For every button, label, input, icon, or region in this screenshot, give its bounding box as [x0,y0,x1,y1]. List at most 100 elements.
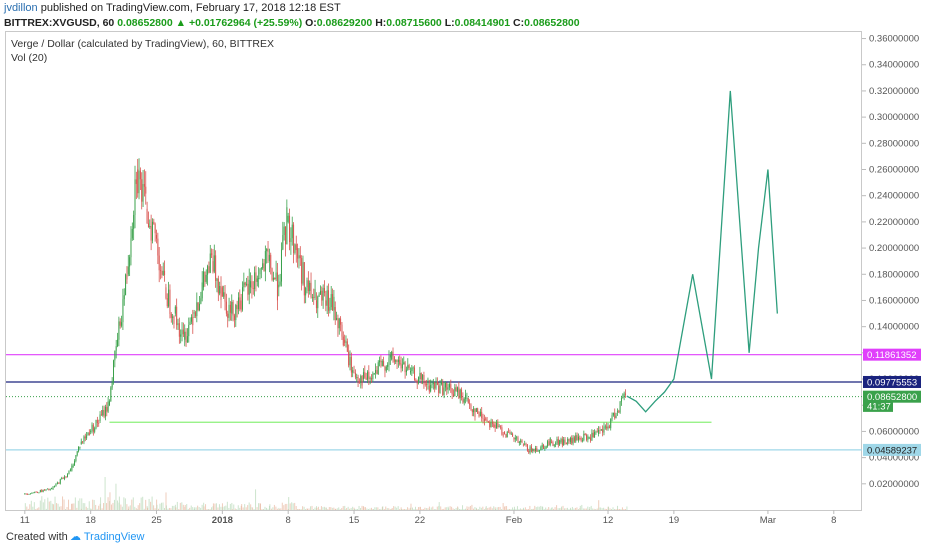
candle-body [360,376,362,383]
volume-bar [297,509,299,510]
volume-bar [543,509,545,510]
volume-bar [624,509,626,510]
volume-bar [124,498,126,510]
volume-bar [419,506,421,510]
volume-bar [493,506,495,510]
candle-body [491,422,493,424]
y-tick-label: 0.22000000 [869,217,919,228]
volume-bar [71,503,73,510]
volume-bar [310,506,312,510]
candle-body [388,357,390,365]
candle-body [194,312,196,317]
candle-body [520,440,522,443]
candle-body [450,384,452,389]
volume-bar [424,507,426,510]
candle-body [529,446,531,453]
candle-body [622,397,624,399]
candle-body [521,440,523,443]
volume-bar [428,506,430,510]
candle-body [231,301,233,314]
candle-body [538,450,540,452]
candle-body [509,431,511,434]
volume-bar [393,506,395,510]
candle-body [170,313,172,318]
candle-body [616,411,618,413]
candle-body [459,389,461,399]
volume-bar [488,507,490,510]
candle-body [280,249,282,282]
candle-body [243,282,245,288]
candle-body [371,378,373,380]
volume-bar [479,506,481,510]
candle-body [571,437,573,444]
candle-body [146,208,148,224]
candle-body [246,283,248,285]
volume-bar [559,508,561,510]
volume-bar [228,507,230,510]
candle-body [71,465,73,471]
candle-body [161,270,163,275]
symbol: BITTREX:XVGUSD, 60 [4,17,115,29]
volume-bar [280,508,282,510]
candle-body [576,435,578,441]
volume-bar [98,505,100,510]
volume-bar [615,509,617,510]
candle-body [39,490,41,493]
candle-body [549,438,551,445]
candle-body [428,385,430,392]
y-tick-label: 0.28000000 [869,138,919,149]
volume-bar [206,509,208,510]
volume-bar [620,509,622,510]
price-chart[interactable]: 0.36000000 0.34000000 0.32000000 0.30000000… [0,0,932,526]
volume-bar [542,506,544,510]
volume-bar [527,509,529,510]
volume-bar [524,507,526,510]
volume-bar [168,507,170,510]
volume-bar [385,506,387,510]
volume-bar [425,508,427,510]
volume-bar [134,506,136,510]
candle-body [471,409,473,413]
chart-frame[interactable] [5,31,862,511]
candle-body [302,262,304,284]
candle-body [130,238,132,258]
change-value: +0.01762964 (+25.59%) [188,17,303,29]
candle-body [270,254,272,269]
volume-bar [140,497,142,510]
candle-body [452,394,454,396]
x-tick-label: 22 [415,515,426,526]
candle-body [129,257,131,267]
candle-body [590,437,592,441]
candle-body [532,448,534,452]
candle-body [395,360,397,362]
candle-body [94,428,96,432]
volume-bar [617,505,619,510]
candle-body [504,431,506,435]
volume-bar [571,506,573,510]
candle-body [197,302,199,310]
volume-bar [563,508,565,510]
volume-bar [534,505,536,510]
author-link[interactable]: jvdillon [4,2,38,14]
candle-body [169,289,171,314]
volume-bar [592,508,594,510]
volume-bar [187,508,189,510]
candle-body [199,303,201,310]
candle-body [400,363,402,369]
candle-body [24,493,26,495]
volume-bar [39,500,41,510]
candle-body [587,436,589,440]
tradingview-logo-icon[interactable]: ☁ TradingView [70,531,145,543]
candle-body [522,444,524,446]
candle-body [502,434,504,436]
volume-bar [195,507,197,510]
volume-bar [454,509,456,510]
candle-body [440,381,442,385]
y-tick-label: 0.26000000 [869,165,919,176]
candle-body [79,446,81,448]
volume-bar [363,507,365,510]
y-tick-label: 0.16000000 [869,295,919,306]
candle-body [156,234,158,239]
candle-body [493,423,495,427]
candle-body [154,224,156,234]
